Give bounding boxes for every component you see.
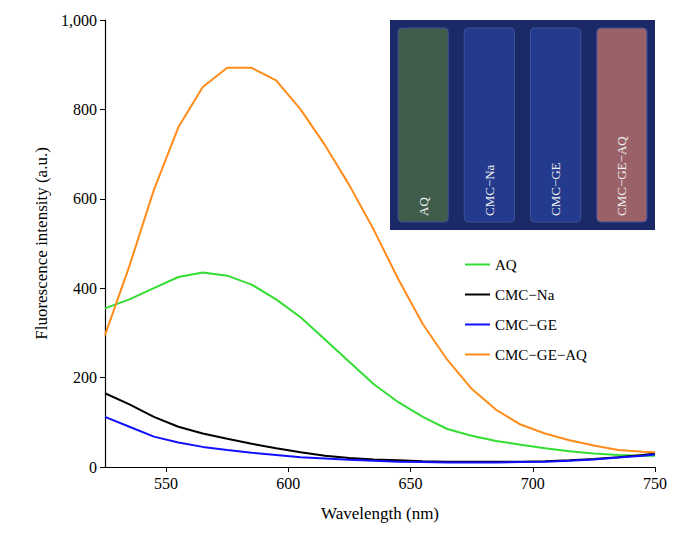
svg-text:AQ: AQ: [495, 257, 517, 273]
svg-text:400: 400: [73, 280, 97, 297]
svg-text:CMC−GE−AQ: CMC−GE−AQ: [614, 136, 629, 216]
svg-text:550: 550: [154, 475, 178, 492]
svg-text:CMC−Na: CMC−Na: [482, 164, 497, 216]
svg-text:600: 600: [73, 190, 97, 207]
svg-text:600: 600: [276, 475, 300, 492]
svg-text:700: 700: [521, 475, 545, 492]
svg-text:CMC−GE−AQ: CMC−GE−AQ: [495, 347, 587, 363]
svg-text:Wavelength (nm): Wavelength (nm): [321, 504, 439, 523]
svg-text:750: 750: [643, 475, 667, 492]
svg-text:Fluorescence intensity (a.u.): Fluorescence intensity (a.u.): [32, 147, 51, 340]
svg-text:CMC−GE: CMC−GE: [495, 317, 557, 333]
svg-text:0: 0: [89, 459, 97, 476]
svg-text:800: 800: [73, 101, 97, 118]
svg-text:CMC−GE: CMC−GE: [548, 162, 563, 216]
svg-text:AQ: AQ: [416, 197, 431, 216]
svg-text:CMC−Na: CMC−Na: [495, 287, 555, 303]
svg-text:1,000: 1,000: [61, 12, 97, 29]
svg-text:650: 650: [399, 475, 423, 492]
svg-text:200: 200: [73, 369, 97, 386]
